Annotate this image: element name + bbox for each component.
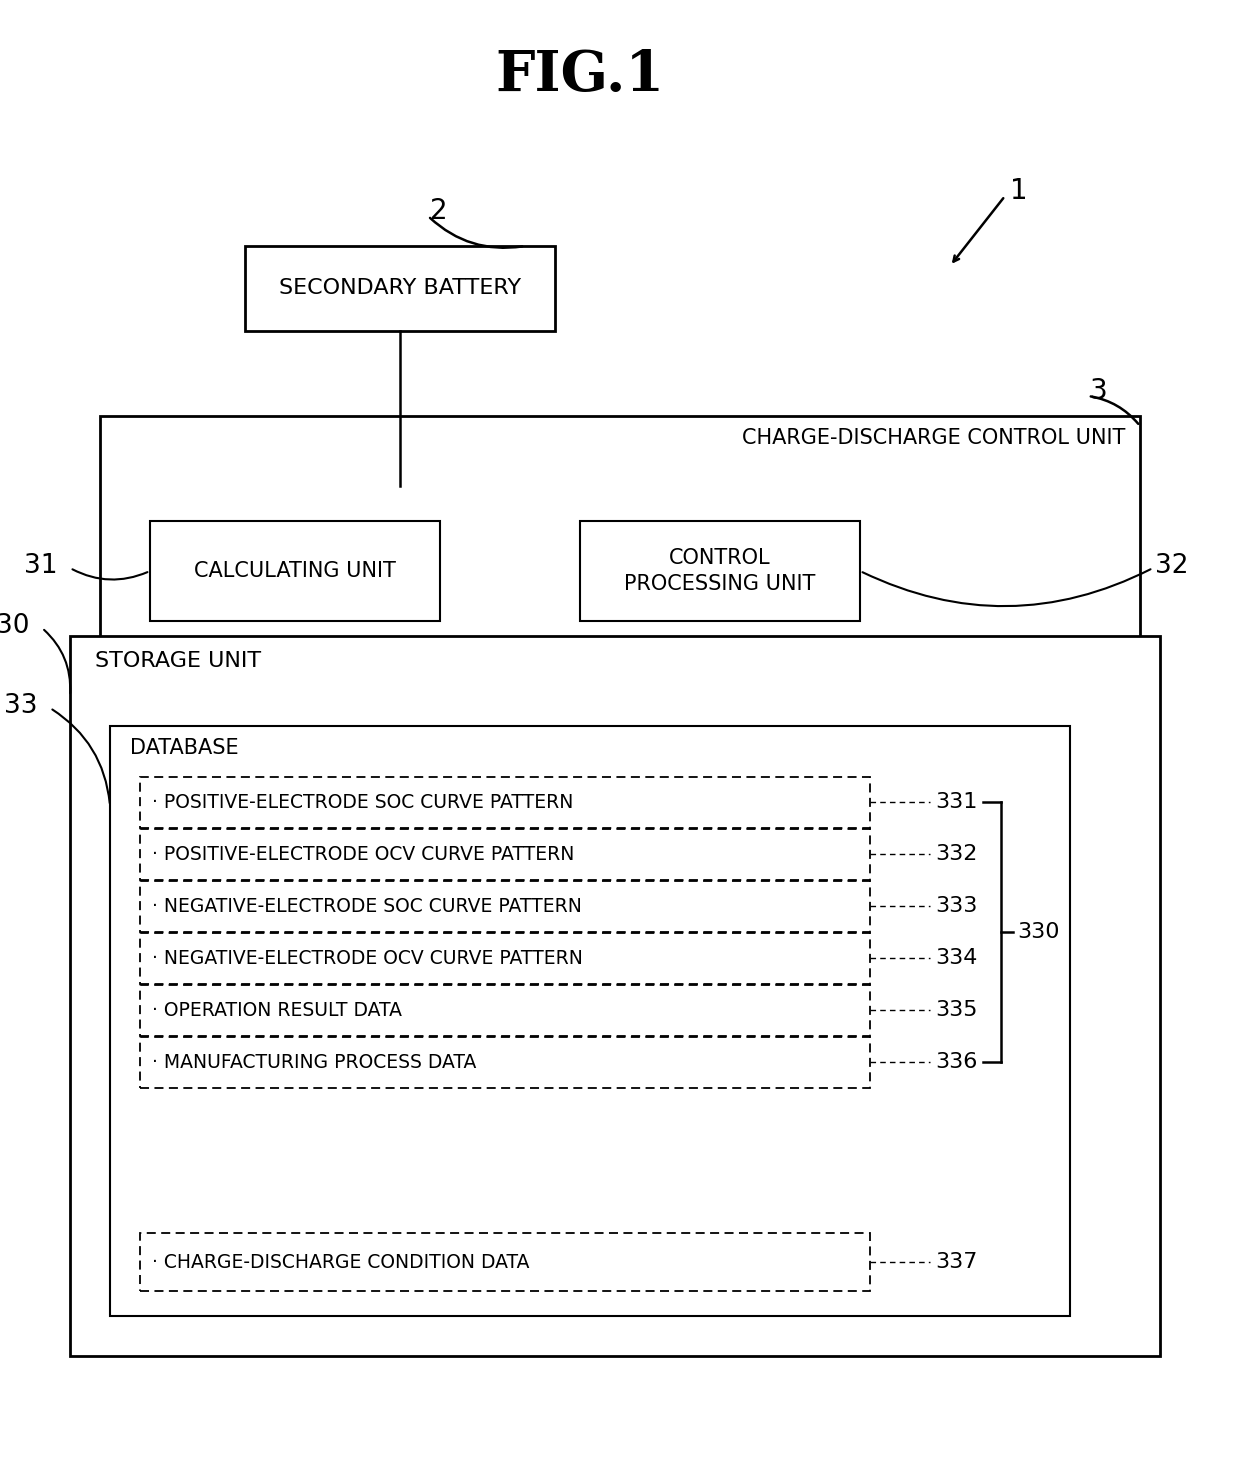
Bar bbox=[110, 726, 1070, 1316]
Text: 330: 330 bbox=[1017, 922, 1059, 943]
Text: 336: 336 bbox=[935, 1053, 977, 1072]
Bar bbox=[140, 932, 870, 984]
Bar bbox=[580, 520, 861, 622]
Text: 2: 2 bbox=[430, 196, 448, 224]
Text: · POSITIVE-ELECTRODE SOC CURVE PATTERN: · POSITIVE-ELECTRODE SOC CURVE PATTERN bbox=[153, 793, 573, 812]
Text: 332: 332 bbox=[935, 844, 977, 863]
Bar bbox=[100, 416, 1140, 647]
Bar bbox=[140, 1036, 870, 1088]
Text: 32: 32 bbox=[1154, 553, 1188, 579]
Bar bbox=[69, 636, 1159, 1356]
Bar bbox=[140, 985, 870, 1036]
Text: 333: 333 bbox=[935, 896, 977, 916]
Text: 334: 334 bbox=[935, 949, 977, 968]
Bar bbox=[140, 777, 870, 828]
Text: SECONDARY BATTERY: SECONDARY BATTERY bbox=[279, 279, 521, 299]
Text: · OPERATION RESULT DATA: · OPERATION RESULT DATA bbox=[153, 1000, 402, 1019]
Text: 3: 3 bbox=[1090, 377, 1107, 405]
Text: CHARGE-DISCHARGE CONTROL UNIT: CHARGE-DISCHARGE CONTROL UNIT bbox=[742, 428, 1125, 449]
Text: 1: 1 bbox=[1011, 177, 1028, 205]
Text: · NEGATIVE-ELECTRODE OCV CURVE PATTERN: · NEGATIVE-ELECTRODE OCV CURVE PATTERN bbox=[153, 949, 583, 968]
Text: 331: 331 bbox=[935, 792, 977, 812]
Text: · POSITIVE-ELECTRODE OCV CURVE PATTERN: · POSITIVE-ELECTRODE OCV CURVE PATTERN bbox=[153, 844, 574, 863]
Text: 30: 30 bbox=[0, 613, 30, 639]
Bar bbox=[140, 1233, 870, 1292]
Text: · NEGATIVE-ELECTRODE SOC CURVE PATTERN: · NEGATIVE-ELECTRODE SOC CURVE PATTERN bbox=[153, 897, 582, 915]
Text: · CHARGE-DISCHARGE CONDITION DATA: · CHARGE-DISCHARGE CONDITION DATA bbox=[153, 1252, 529, 1271]
Text: DATABASE: DATABASE bbox=[130, 737, 238, 758]
Bar bbox=[246, 246, 556, 331]
Text: CONTROL
PROCESSING UNIT: CONTROL PROCESSING UNIT bbox=[624, 548, 816, 594]
Text: 335: 335 bbox=[935, 1000, 977, 1020]
Text: FIG.1: FIG.1 bbox=[496, 48, 665, 104]
Bar bbox=[140, 881, 870, 932]
Text: 337: 337 bbox=[935, 1252, 977, 1272]
Bar bbox=[150, 520, 440, 622]
Bar bbox=[140, 828, 870, 880]
Text: STORAGE UNIT: STORAGE UNIT bbox=[95, 651, 262, 671]
Text: · MANUFACTURING PROCESS DATA: · MANUFACTURING PROCESS DATA bbox=[153, 1053, 476, 1072]
Text: 31: 31 bbox=[25, 553, 58, 579]
Text: 33: 33 bbox=[5, 693, 38, 718]
Text: CALCULATING UNIT: CALCULATING UNIT bbox=[195, 561, 396, 581]
